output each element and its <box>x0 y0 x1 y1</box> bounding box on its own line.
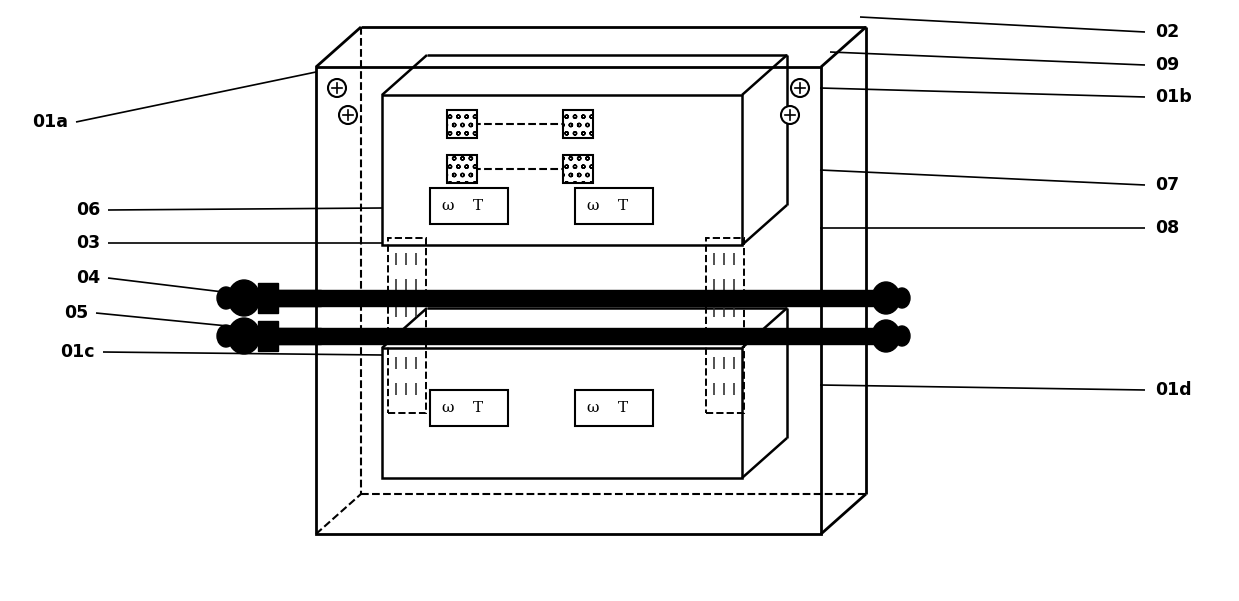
Text: 04: 04 <box>76 269 100 287</box>
Bar <box>706 238 743 413</box>
Text: 09: 09 <box>1155 56 1180 74</box>
Ellipse shape <box>895 326 909 346</box>
Bar <box>247 328 896 344</box>
Text: T: T <box>473 401 483 415</box>
Text: T: T <box>473 199 483 213</box>
Circle shape <box>339 106 357 124</box>
Text: 01c: 01c <box>61 343 95 361</box>
Circle shape <box>790 79 809 97</box>
Text: 06: 06 <box>76 201 100 219</box>
Bar <box>247 290 896 306</box>
Text: 07: 07 <box>1155 176 1180 194</box>
Bar <box>316 67 821 534</box>
Text: 03: 03 <box>76 234 100 252</box>
Text: T: T <box>618 199 628 213</box>
Text: ω: ω <box>587 199 600 213</box>
Text: 01b: 01b <box>1155 88 1192 106</box>
Text: T: T <box>618 401 628 415</box>
Text: 01a: 01a <box>32 113 68 131</box>
Bar <box>244 290 321 306</box>
Text: ω: ω <box>442 401 455 415</box>
FancyBboxPatch shape <box>447 110 477 138</box>
Text: 02: 02 <box>1155 23 1180 41</box>
Ellipse shape <box>217 325 235 347</box>
Bar <box>430 188 508 224</box>
Bar <box>817 292 890 304</box>
Text: ω: ω <box>442 199 455 213</box>
Ellipse shape <box>217 287 235 309</box>
Ellipse shape <box>228 280 260 316</box>
FancyBboxPatch shape <box>563 110 593 138</box>
Bar <box>382 95 742 245</box>
Bar <box>817 330 890 342</box>
Bar <box>258 283 278 313</box>
Text: 08: 08 <box>1155 219 1180 237</box>
Bar <box>575 188 653 224</box>
Bar <box>430 390 508 426</box>
Text: 01d: 01d <box>1155 381 1192 399</box>
Bar <box>258 321 278 351</box>
Bar <box>575 390 653 426</box>
Bar <box>244 328 321 344</box>
Circle shape <box>328 79 346 97</box>
Text: 05: 05 <box>63 304 88 322</box>
Ellipse shape <box>872 282 900 314</box>
Circle shape <box>781 106 799 124</box>
Ellipse shape <box>895 288 909 308</box>
Bar <box>388 238 426 413</box>
FancyBboxPatch shape <box>563 155 593 183</box>
Ellipse shape <box>872 320 900 352</box>
Text: ω: ω <box>587 401 600 415</box>
Bar <box>382 348 742 478</box>
FancyBboxPatch shape <box>447 155 477 183</box>
Ellipse shape <box>228 318 260 354</box>
